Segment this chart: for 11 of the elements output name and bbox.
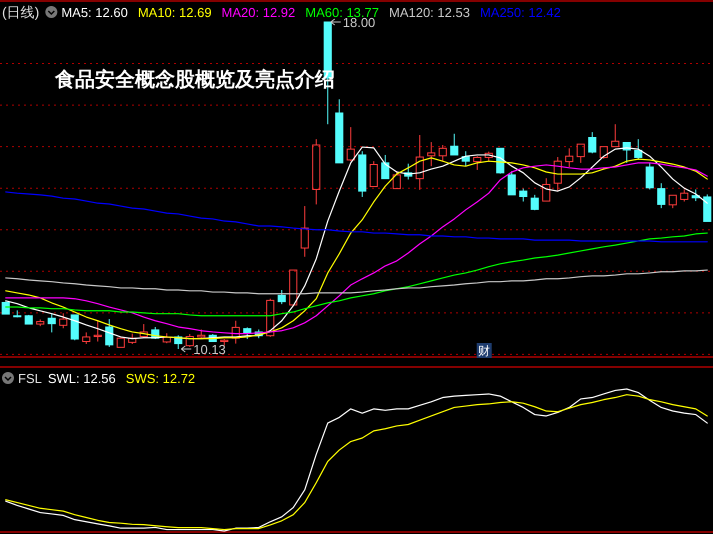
- text: MA250: 12.42: [480, 5, 561, 20]
- annotation: 10.13: [193, 342, 226, 357]
- text: MA120: 12.53: [388, 5, 470, 20]
- text: SWL: 12.56: [48, 371, 116, 386]
- text: MA10: 12.69: [138, 5, 212, 20]
- text: MA20: 12.92: [222, 5, 296, 20]
- text: SWS: 12.72: [126, 371, 196, 386]
- text: MA5: 12.60: [61, 5, 128, 20]
- chart-title: FSL: [18, 371, 42, 386]
- annotation: 财: [478, 344, 490, 358]
- chart-subtitle: (日线): [2, 4, 40, 20]
